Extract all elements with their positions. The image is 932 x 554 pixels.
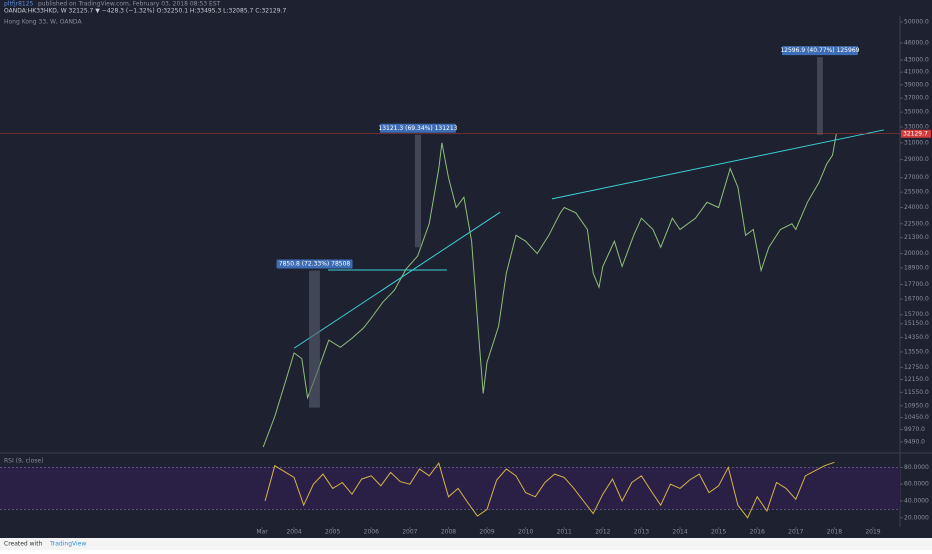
trend-line <box>293 211 501 349</box>
y-tick-label: 21300.0 <box>904 234 929 241</box>
measure-label-bg <box>276 259 353 269</box>
y-tick-label: 50000.0 <box>904 18 929 25</box>
price-line <box>264 461 835 519</box>
x-tick-label: 2016 <box>750 529 765 536</box>
y-tick-label: 20.0000 <box>904 514 929 521</box>
background <box>0 0 932 538</box>
measure-label-bg <box>379 123 456 133</box>
y-tick-label: 43000.0 <box>904 57 929 64</box>
y-tick-label: 9490.0 <box>904 438 925 445</box>
x-tick-label: 2007 <box>402 529 417 536</box>
price-line <box>262 133 837 448</box>
measure-box <box>817 57 823 135</box>
pane-title: Hong Kong 33, W, OANDA <box>4 19 82 26</box>
y-tick-label: 10450.0 <box>904 414 929 421</box>
symbol-line: OANDA:HK33HKD, W 32125.7 ▼ −428.3 (−1.32… <box>4 8 286 15</box>
x-tick-label: 2019 <box>865 529 880 536</box>
measure-label-bg <box>781 46 858 56</box>
y-tick-label: 20000.0 <box>904 250 929 257</box>
y-tick-label: 15700.0 <box>904 311 929 318</box>
y-tick-label: 18900.0 <box>904 264 929 271</box>
y-tick-label: 11550.0 <box>904 389 929 396</box>
y-tick-label: 14350.0 <box>904 334 929 341</box>
x-tick-label: 2013 <box>634 529 649 536</box>
x-tick-label: 2010 <box>518 529 533 536</box>
y-tick-label: 16700.0 <box>904 296 929 303</box>
y-tick-label: 27000.0 <box>904 174 929 181</box>
pane-title: RSI (9, close) <box>4 458 43 465</box>
x-tick-label: 2009 <box>479 529 494 536</box>
y-tick-label: 12750.0 <box>904 364 929 371</box>
x-tick-label: 2005 <box>325 529 340 536</box>
measure-label: 13121.3 (69.34%) 131213 <box>378 125 457 132</box>
measure-box <box>309 270 320 408</box>
measure-label: 7850.8 (72.33%) 78508 <box>279 261 351 268</box>
x-tick-label: 2006 <box>364 529 379 536</box>
x-tick-label: 2018 <box>827 529 842 536</box>
y-tick-label: 31000.0 <box>904 139 929 146</box>
y-tick-label: 46000.0 <box>904 40 929 47</box>
x-tick-label: 2008 <box>441 529 456 536</box>
y-tick-label: 25500.0 <box>904 189 929 196</box>
y-tick-label: 39000.0 <box>904 81 929 88</box>
x-tick-label: Mar <box>256 529 268 536</box>
footer-text: Created with <box>4 541 43 548</box>
rsi-band <box>0 467 900 510</box>
last-price-label: 32129.7 <box>903 130 928 137</box>
x-tick-label: 2011 <box>557 529 572 536</box>
y-tick-label: 15150.0 <box>904 320 929 327</box>
measure-box <box>414 134 422 248</box>
x-tick-label: 2017 <box>788 529 803 536</box>
y-tick-label: 35000.0 <box>904 109 929 116</box>
y-tick-label: 29000.0 <box>904 156 929 163</box>
last-price-bg <box>901 129 931 138</box>
y-tick-label: 40.0000 <box>904 497 929 504</box>
footer-brand: TradingView <box>49 541 86 548</box>
y-tick-label: 80.0000 <box>904 464 929 471</box>
y-tick-label: 60.0000 <box>904 481 929 488</box>
publisher: pltfjr8125 <box>4 1 34 8</box>
y-tick-label: 17700.0 <box>904 281 929 288</box>
x-tick-label: 2012 <box>595 529 610 536</box>
footer-bar <box>0 538 932 550</box>
trend-line <box>551 129 884 200</box>
y-tick-label: 22500.0 <box>904 220 929 227</box>
y-tick-label: 12150.0 <box>904 376 929 383</box>
y-tick-label: 24000.0 <box>904 204 929 211</box>
x-tick-label: 2004 <box>286 529 301 536</box>
y-tick-label: 41000.0 <box>904 69 929 76</box>
x-tick-label: 2014 <box>672 529 687 536</box>
y-tick-label: 10950.0 <box>904 402 929 409</box>
y-tick-label: 13550.0 <box>904 348 929 355</box>
y-tick-label: 37000.0 <box>904 95 929 102</box>
measure-label: 12596.9 (40.77%) 125969 <box>780 47 859 54</box>
published: published on TradingView.com, February 0… <box>38 1 221 8</box>
x-tick-label: 2015 <box>711 529 726 536</box>
y-tick-label: 9970.0 <box>904 426 925 433</box>
y-tick-label: 33000.0 <box>904 124 929 131</box>
